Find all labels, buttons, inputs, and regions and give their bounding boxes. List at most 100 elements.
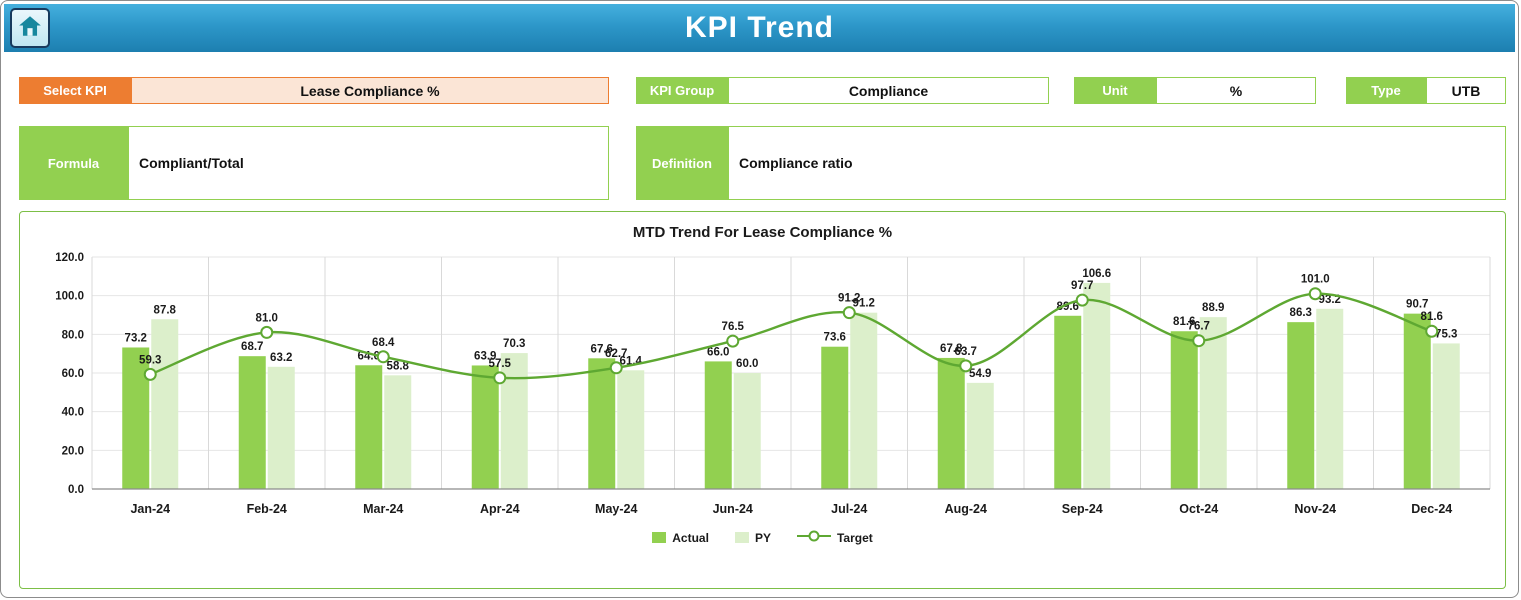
formula-label: Formula — [19, 126, 128, 200]
formula-control: Formula Compliant/Total — [19, 126, 609, 200]
bar-py — [966, 382, 994, 489]
definition-control: Definition Compliance ratio — [636, 126, 1506, 200]
svg-text:62.7: 62.7 — [605, 348, 627, 360]
svg-text:40.0: 40.0 — [61, 407, 83, 419]
bar-series-py: 87.863.258.870.361.4 60.091.254.9106.688.… — [150, 268, 1460, 489]
select-kpi-button[interactable]: Select KPI — [19, 77, 131, 104]
svg-text:Apr-24: Apr-24 — [479, 502, 519, 516]
kpi-trend-chart-panel: MTD Trend For Lease Compliance % 0.0 20.0… — [19, 211, 1506, 589]
target-marker — [492, 371, 506, 385]
target-marker — [143, 367, 157, 381]
svg-text:76.5: 76.5 — [721, 321, 744, 333]
bar-actual — [1053, 315, 1081, 489]
legend-swatch-target — [796, 530, 831, 545]
svg-text:64.0: 64.0 — [357, 350, 379, 362]
svg-text:68.4: 68.4 — [372, 337, 395, 349]
svg-text:88.9: 88.9 — [1202, 302, 1224, 314]
target-marker — [1075, 293, 1089, 307]
svg-text:63.2: 63.2 — [270, 352, 292, 364]
bar-actual — [587, 358, 615, 489]
bar-actual — [1286, 322, 1314, 489]
legend-label-py: PY — [754, 530, 771, 545]
svg-text:63.9: 63.9 — [474, 350, 496, 362]
home-icon — [17, 13, 43, 44]
svg-text:86.3: 86.3 — [1289, 307, 1311, 319]
svg-text:120.0: 120.0 — [55, 252, 84, 264]
svg-text:Feb-24: Feb-24 — [246, 502, 286, 516]
bar-actual — [937, 357, 965, 489]
header-bar: KPI Trend — [4, 4, 1515, 52]
bar-py — [616, 370, 644, 489]
kpi-group-control: KPI Group Compliance — [636, 77, 1049, 104]
svg-text:20.0: 20.0 — [61, 445, 83, 457]
x-axis-labels: Jan-24 Feb-24 Mar-24 Apr-24 May-24 Jun-24 Jul-… — [130, 502, 1452, 516]
svg-text:66.0: 66.0 — [707, 346, 729, 358]
svg-text:93.2: 93.2 — [1318, 294, 1340, 306]
bar-py — [267, 366, 295, 489]
svg-text:Dec-24: Dec-24 — [1411, 502, 1452, 516]
select-kpi-value[interactable]: Lease Compliance % — [131, 77, 609, 104]
target-marker — [259, 325, 273, 339]
svg-text:73.6: 73.6 — [823, 332, 845, 344]
bar-py — [1315, 308, 1343, 489]
formula-value: Compliant/Total — [128, 126, 609, 200]
svg-text:76.7: 76.7 — [1187, 321, 1209, 333]
gridlines: 0.0 20.0 40.0 60.0 80.0 100.0 120.0 — [55, 252, 1490, 496]
target-marker — [725, 334, 739, 348]
target-marker — [1191, 334, 1205, 348]
svg-text:81.6: 81.6 — [1173, 316, 1195, 328]
target-marker — [376, 350, 390, 364]
legend-item-actual: Actual — [652, 531, 709, 545]
bar-py — [1432, 343, 1460, 489]
svg-text:60.0: 60.0 — [61, 368, 83, 380]
svg-text:90.7: 90.7 — [1406, 299, 1428, 311]
svg-text:106.6: 106.6 — [1082, 268, 1111, 280]
svg-text:89.6: 89.6 — [1056, 301, 1078, 313]
type-control: Type UTB — [1346, 77, 1506, 104]
svg-text:101.0: 101.0 — [1300, 274, 1329, 286]
definition-label: Definition — [636, 126, 728, 200]
svg-text:Sep-24: Sep-24 — [1061, 502, 1102, 516]
svg-text:63.7: 63.7 — [954, 346, 976, 358]
select-kpi-control: Select KPI Lease Compliance % — [19, 77, 609, 104]
page-title: KPI Trend — [684, 11, 835, 44]
line-series-target: 59.3 81.0 68.4 57.5 62.7 76.5 91.2 63.7 97.7 76.7… — [139, 274, 1442, 385]
definition-value: Compliance ratio — [728, 126, 1506, 200]
bar-py — [733, 373, 761, 489]
svg-text:Jun-24: Jun-24 — [712, 502, 752, 516]
svg-text:70.3: 70.3 — [503, 338, 525, 350]
svg-text:59.3: 59.3 — [139, 354, 161, 366]
svg-text:57.5: 57.5 — [488, 358, 511, 370]
legend-swatch-py — [734, 532, 749, 543]
svg-text:Aug-24: Aug-24 — [944, 502, 986, 516]
bar-actual — [1403, 313, 1431, 489]
target-marker — [1424, 324, 1438, 338]
svg-text:Oct-24: Oct-24 — [1179, 502, 1218, 516]
target-marker — [1308, 287, 1322, 301]
svg-text:68.7: 68.7 — [241, 341, 263, 353]
legend-item-py: PY — [734, 530, 771, 545]
svg-text:80.0: 80.0 — [61, 329, 83, 341]
bar-actual — [704, 361, 732, 489]
bar-py — [150, 319, 178, 489]
bar-actual — [354, 365, 382, 489]
bar-py — [500, 353, 528, 489]
svg-text:60.0: 60.0 — [736, 358, 758, 370]
chart-legend: Actual PY Target — [20, 530, 1505, 545]
target-marker — [609, 361, 623, 375]
legend-swatch-actual — [652, 532, 667, 543]
svg-text:Nov-24: Nov-24 — [1294, 502, 1336, 516]
bar-py — [1199, 317, 1227, 489]
bar-actual — [820, 346, 848, 489]
legend-label-actual: Actual — [672, 530, 709, 545]
kpi-group-label: KPI Group — [636, 77, 728, 104]
home-button[interactable] — [10, 8, 50, 48]
kpi-group-value: Compliance — [728, 77, 1049, 104]
svg-text:54.9: 54.9 — [969, 368, 991, 380]
svg-text:100.0: 100.0 — [55, 291, 84, 303]
svg-text:67.8: 67.8 — [940, 343, 963, 355]
svg-text:91.2: 91.2 — [838, 293, 860, 305]
bar-series-actual: 73.2 68.7 64.0 63.9 67.6 66.0 73.6 67.8 89.6 81.6… — [121, 299, 1431, 489]
svg-text:81.0: 81.0 — [255, 312, 277, 324]
